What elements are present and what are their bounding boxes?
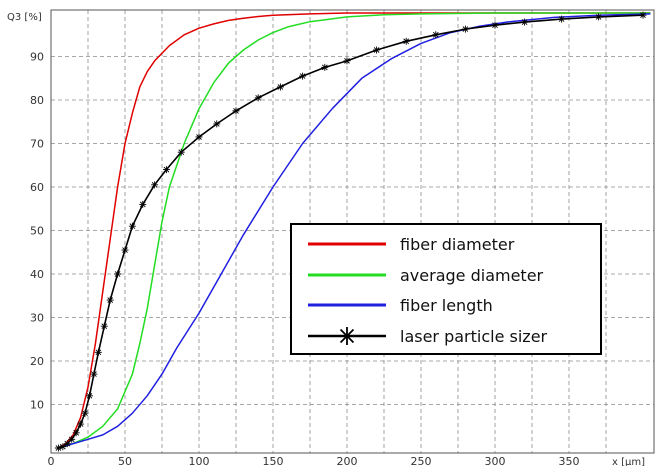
legend-label-fiber-diameter: fiber diameter: [400, 235, 515, 254]
laser-particle-sizer-marker: [81, 409, 89, 417]
laser-particle-sizer-marker: [254, 94, 262, 102]
y-tick-label: 70: [30, 138, 44, 151]
laser-particle-sizer-marker: [106, 296, 114, 304]
laser-particle-sizer-marker: [299, 72, 307, 80]
y-tick-label: 50: [30, 225, 44, 238]
laser-particle-sizer-marker: [558, 15, 566, 23]
laser-particle-sizer-marker: [373, 46, 381, 54]
laser-particle-sizer-marker: [491, 21, 499, 29]
fiber-diameter-line: [58, 12, 651, 449]
laser-particle-sizer-marker: [321, 63, 329, 71]
y-tick-label: 40: [30, 268, 44, 281]
laser-particle-sizer-marker: [195, 133, 203, 141]
x-tick-label: 50: [118, 455, 132, 466]
plot-frame: [50, 9, 655, 454]
laser-particle-sizer-marker: [59, 443, 67, 451]
laser-particle-sizer-marker: [177, 148, 185, 156]
y-tick-label: 80: [30, 94, 44, 107]
laser-particle-sizer-marker: [162, 166, 170, 174]
laser-particle-sizer-marker: [639, 11, 647, 19]
x-tick-label: 150: [263, 455, 284, 466]
y-tick-label: 20: [30, 355, 44, 368]
laser-particle-sizer-marker: [461, 25, 469, 33]
y-tick-label: 90: [30, 51, 44, 64]
laser-particle-sizer-marker: [139, 200, 147, 208]
average-diameter-line: [58, 12, 651, 449]
series-lines: [54, 11, 651, 452]
y-axis-label: Q3 [%]: [7, 12, 42, 23]
x-tick-label: 300: [485, 455, 506, 466]
laser-particle-sizer-marker: [63, 440, 71, 448]
x-tick-label: 100: [189, 455, 210, 466]
laser-particle-sizer-marker: [90, 370, 98, 378]
x-tick-label: 200: [337, 455, 358, 466]
laser-particle-sizer-marker: [100, 322, 108, 330]
laser-particle-sizer-marker: [72, 429, 80, 437]
fiber-length-line: [58, 13, 651, 449]
x-axis-label: x [µm]: [612, 457, 645, 466]
y-tick-label: 10: [30, 399, 44, 412]
laser-particle-sizer-marker: [213, 120, 221, 128]
legend-label-laser-particle-sizer: laser particle sizer: [400, 327, 548, 346]
laser-particle-sizer-marker: [276, 83, 284, 91]
laser-particle-sizer-marker: [595, 13, 603, 21]
laser-particle-sizer-marker: [121, 246, 129, 254]
x-tick-label: 250: [411, 455, 432, 466]
x-tick-label: 350: [559, 455, 580, 466]
legend-star-marker: [338, 327, 356, 345]
laser-particle-sizer-marker: [151, 181, 159, 189]
legend: fiber diameter average diameter fiber leng…: [290, 223, 602, 355]
legend-label-fiber-length: fiber length: [400, 296, 493, 315]
laser-particle-sizer-marker: [114, 270, 122, 278]
laser-particle-sizer-marker: [128, 222, 136, 230]
laser-particle-sizer-marker: [343, 57, 351, 65]
laser-particle-sizer-marker: [94, 348, 102, 356]
laser-particle-sizer-marker: [232, 107, 240, 115]
x-tick-label: 0: [48, 455, 55, 466]
laser-particle-sizer-marker: [77, 420, 85, 428]
laser-particle-sizer-marker: [402, 37, 410, 45]
y-tick-label: 60: [30, 181, 44, 194]
laser-particle-sizer-marker: [85, 392, 93, 400]
laser-particle-sizer-marker: [68, 435, 76, 443]
laser-particle-sizer-marker: [521, 18, 529, 26]
legend-label-average-diameter: average diameter: [400, 266, 544, 285]
y-tick-label: 30: [30, 312, 44, 325]
laser-particle-sizer-marker: [432, 31, 440, 39]
tick-labels: 0 50 100 150 200 250 300 350 10 20 30 40 50 60 70 80 90: [30, 51, 580, 466]
laser-particle-sizer-marker: [54, 444, 62, 452]
laser-particle-sizer-line: [58, 14, 644, 449]
